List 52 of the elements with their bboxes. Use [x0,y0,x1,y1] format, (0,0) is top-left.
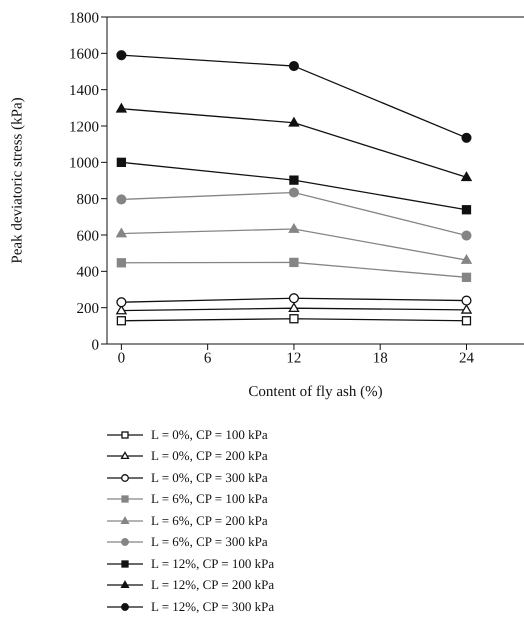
legend-label: L = 0%, CP = 100 kPa [151,426,268,443]
y-tick-label: 200 [76,300,99,317]
point [288,224,300,233]
point [288,61,299,72]
point [288,117,300,127]
point [116,297,126,308]
point [288,302,300,312]
point [462,316,472,326]
point [461,296,472,306]
y-tick-label: 1800 [69,10,99,26]
point [116,258,126,268]
y-tick-label: 1000 [69,156,99,172]
y-tick-label: 400 [76,264,99,281]
point [462,272,472,282]
point [116,316,126,326]
point [289,258,299,268]
x-tick-label: 0 [118,350,126,367]
y-tick-label: 1400 [69,82,99,99]
legend-label: L = 6%, CP = 300 kPa [151,534,268,550]
y-tick-label: 1200 [69,119,99,136]
legend-label: L = 0%, CP = 200 kPa [151,448,268,464]
point [288,187,299,198]
y-tick-label: 600 [76,228,99,244]
legend-label: L = 6%, CP = 200 kPa [151,512,268,529]
legend-label: L = 12%, CP = 300 kPa [151,598,274,615]
point [288,293,299,304]
point [116,103,127,113]
point [116,158,126,167]
x-tick-label: 24 [458,350,474,367]
legend-label: L = 6%, CP = 100 kPa [151,491,268,508]
point [461,132,472,143]
point [289,314,299,324]
legend-label: L = 12%, CP = 100 kPa [151,556,274,572]
y-axis-title: Peak deviatoric stress (kPa) [9,97,26,264]
point [461,254,472,264]
x-tick-label: 18 [372,350,388,367]
legend-label: L = 12%, CP = 200 kPa [151,577,274,594]
y-tick-label: 800 [76,192,99,208]
point [116,228,127,238]
point [461,230,472,241]
point [461,304,472,314]
point [116,50,126,60]
point [461,172,472,182]
point [116,194,126,204]
point [289,175,299,185]
x-axis-title: Content of fly ash (%) [248,384,383,400]
y-tick-label: 1600 [69,46,99,63]
x-tick-label: 12 [286,350,302,367]
point [462,205,472,214]
legend-label: L = 0%, CP = 300 kPa [151,470,268,486]
x-tick-label: 6 [204,350,212,367]
y-tick-label: 0 [92,337,99,354]
